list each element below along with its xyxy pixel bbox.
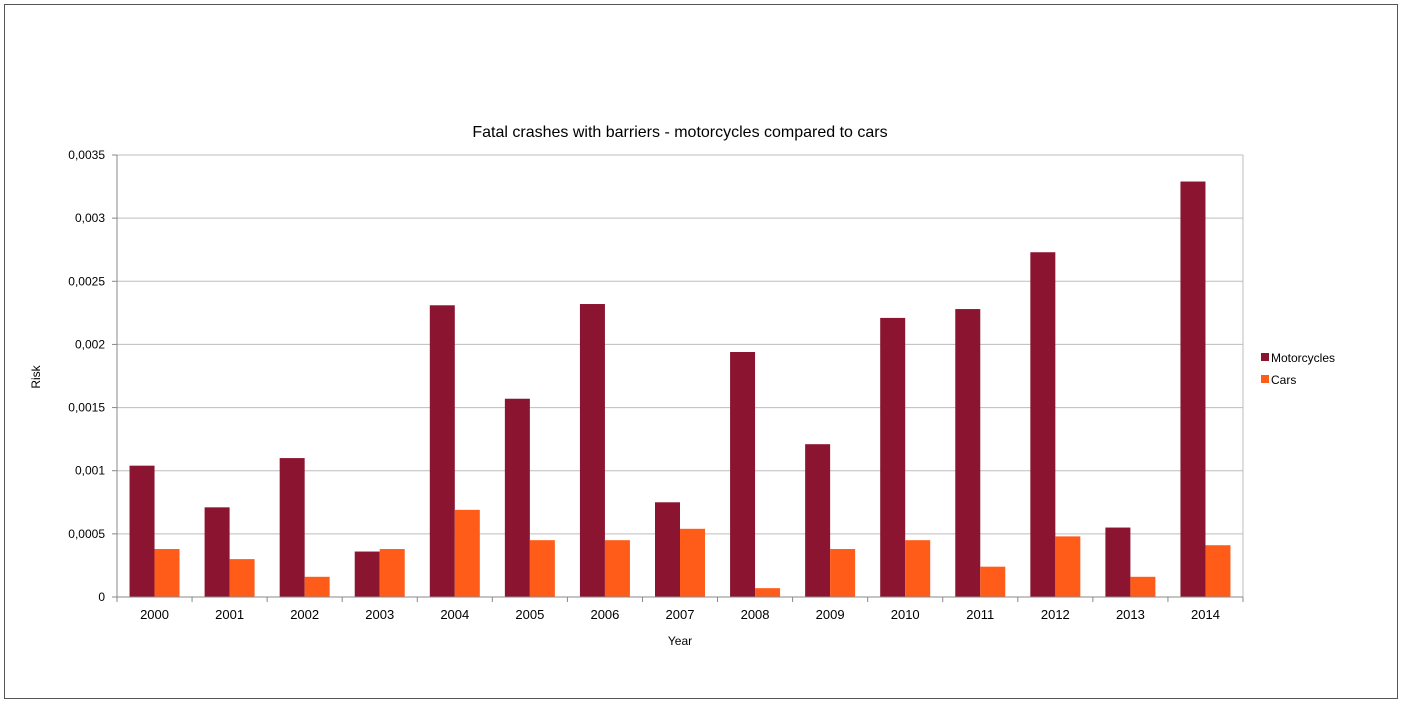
x-axis-label: Year	[668, 634, 692, 648]
bar-motorcycles-2012	[1030, 252, 1056, 598]
y-tick-label: 0,0015	[68, 401, 105, 415]
bar-cars-2005	[529, 540, 555, 597]
bar-motorcycles-2002	[279, 458, 305, 597]
bar-cars-2001	[229, 559, 255, 597]
bar-motorcycles-2007	[655, 502, 680, 597]
legend-swatch-cars	[1261, 375, 1269, 383]
bar-motorcycles-2005	[504, 398, 530, 597]
bar-motorcycles-2003	[354, 551, 380, 597]
x-tick-label: 2003	[365, 607, 394, 622]
bar-cars-2003	[379, 549, 405, 597]
bar-cars-2007	[680, 528, 705, 597]
bar-motorcycles-2011	[955, 309, 981, 597]
bar-cars-2004	[454, 509, 480, 597]
bar-motorcycles-2013	[1105, 527, 1131, 597]
bar-cars-2000	[154, 549, 180, 597]
bar-cars-2014	[1205, 545, 1231, 597]
x-tick-label: 2000	[140, 607, 169, 622]
x-axis-ticks: 2000 2001 2002 2003 2004 2005 2006 2007 2008 2009…	[116, 597, 1244, 622]
legend-label-cars: Cars	[1271, 373, 1296, 387]
bar-motorcycles-2010	[880, 317, 906, 597]
y-tick-label: 0,003	[75, 211, 105, 225]
bar-cars-2006	[604, 540, 630, 597]
y-axis-label: Risk	[29, 364, 43, 388]
bar-cars-2009	[830, 549, 856, 597]
y-tick-label: 0,0035	[68, 148, 105, 162]
x-tick-label: 2002	[290, 607, 319, 622]
x-tick-label: 2011	[966, 607, 994, 622]
bar-motorcycles-2014	[1180, 181, 1206, 597]
y-tick-label: 0,0025	[68, 274, 105, 288]
bar-motorcycles-2006	[579, 304, 605, 597]
x-tick-label: 2005	[515, 607, 544, 622]
y-tick-label: 0,002	[75, 337, 105, 351]
bar-cars-2008	[755, 588, 781, 597]
y-tick-label: 0,001	[75, 464, 105, 478]
bar-cars-2002	[304, 576, 330, 597]
bar-cars-2012	[1055, 536, 1081, 597]
x-tick-label: 2012	[1041, 607, 1070, 622]
x-tick-label: 2008	[741, 607, 770, 622]
y-tick-label: 0	[98, 590, 105, 604]
bars	[129, 181, 1231, 598]
legend: Motorcycles Cars	[1261, 351, 1335, 387]
bar-cars-2011	[980, 566, 1006, 597]
x-tick-label: 2004	[440, 607, 469, 622]
bar-motorcycles-2004	[429, 305, 455, 597]
y-tick-label: 0,0005	[68, 527, 105, 541]
x-tick-label: 2013	[1116, 607, 1145, 622]
legend-swatch-motorcycles	[1261, 353, 1269, 361]
x-tick-label: 2001	[215, 607, 244, 622]
x-tick-label: 2014	[1191, 607, 1220, 622]
x-tick-label: 2006	[590, 607, 619, 622]
bar-motorcycles-2008	[730, 352, 756, 597]
x-tick-label: 2007	[666, 607, 695, 622]
bar-cars-2010	[905, 540, 931, 597]
x-tick-label: 2010	[891, 607, 920, 622]
y-axis-ticks: 0 0,0005 0,001 0,0015 0,002 0,0025 0,003 0,0035	[68, 148, 117, 604]
bar-motorcycles-2000	[129, 465, 155, 597]
bar-motorcycles-2009	[805, 444, 831, 597]
chart-title: Fatal crashes with barriers - motorcycle…	[472, 124, 887, 141]
x-tick-label: 2009	[816, 607, 845, 622]
legend-label-motorcycles: Motorcycles	[1271, 351, 1335, 365]
bar-cars-2013	[1130, 576, 1156, 597]
bar-motorcycles-2001	[204, 507, 230, 597]
